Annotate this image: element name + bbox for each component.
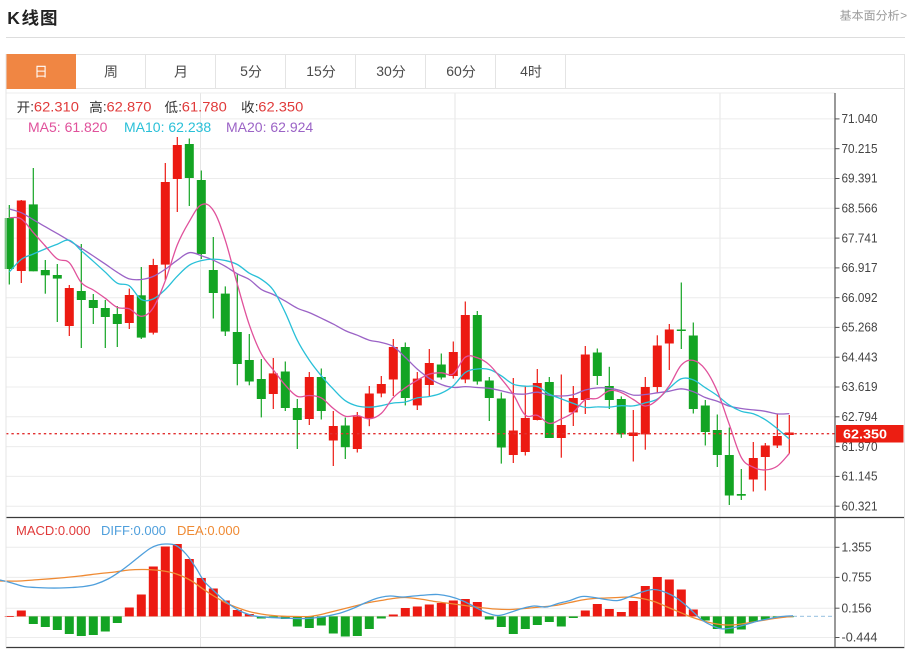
svg-text:62.350: 62.350 [258, 100, 303, 115]
svg-text:61.970: 61.970 [842, 440, 878, 454]
svg-text:0.156: 0.156 [842, 601, 872, 615]
svg-text::: : [255, 100, 259, 115]
svg-text:30: 30 [376, 63, 392, 79]
svg-text:67.741: 67.741 [842, 231, 878, 245]
svg-text:5: 5 [240, 63, 248, 79]
svg-text:65.268: 65.268 [842, 321, 878, 335]
svg-text:K: K [7, 8, 20, 28]
svg-text:62.794: 62.794 [842, 410, 878, 424]
svg-text:70.215: 70.215 [842, 142, 878, 156]
svg-text:1.355: 1.355 [842, 541, 872, 555]
svg-text:>: > [900, 8, 907, 22]
svg-text::: : [178, 100, 182, 115]
svg-text:63.619: 63.619 [842, 380, 878, 394]
svg-text:60.321: 60.321 [842, 499, 878, 513]
svg-text:66.917: 66.917 [842, 261, 878, 275]
svg-text:4: 4 [520, 63, 528, 79]
svg-text:-0.444: -0.444 [842, 631, 878, 645]
svg-text:61.145: 61.145 [842, 470, 878, 484]
svg-text:64.443: 64.443 [842, 350, 878, 364]
svg-text:62.350: 62.350 [843, 427, 887, 441]
svg-text:60: 60 [446, 63, 462, 79]
svg-text:71.040: 71.040 [842, 112, 878, 126]
svg-text:15: 15 [306, 63, 322, 79]
svg-text:66.092: 66.092 [842, 291, 878, 305]
svg-text:62.310: 62.310 [34, 100, 79, 115]
svg-text:68.566: 68.566 [842, 202, 878, 216]
svg-text::: : [30, 100, 34, 115]
svg-text:62.870: 62.870 [107, 100, 152, 115]
svg-text:61.780: 61.780 [182, 100, 227, 115]
svg-text:69.391: 69.391 [842, 172, 878, 186]
svg-text::: : [103, 100, 107, 115]
svg-text:0.755: 0.755 [842, 571, 872, 585]
